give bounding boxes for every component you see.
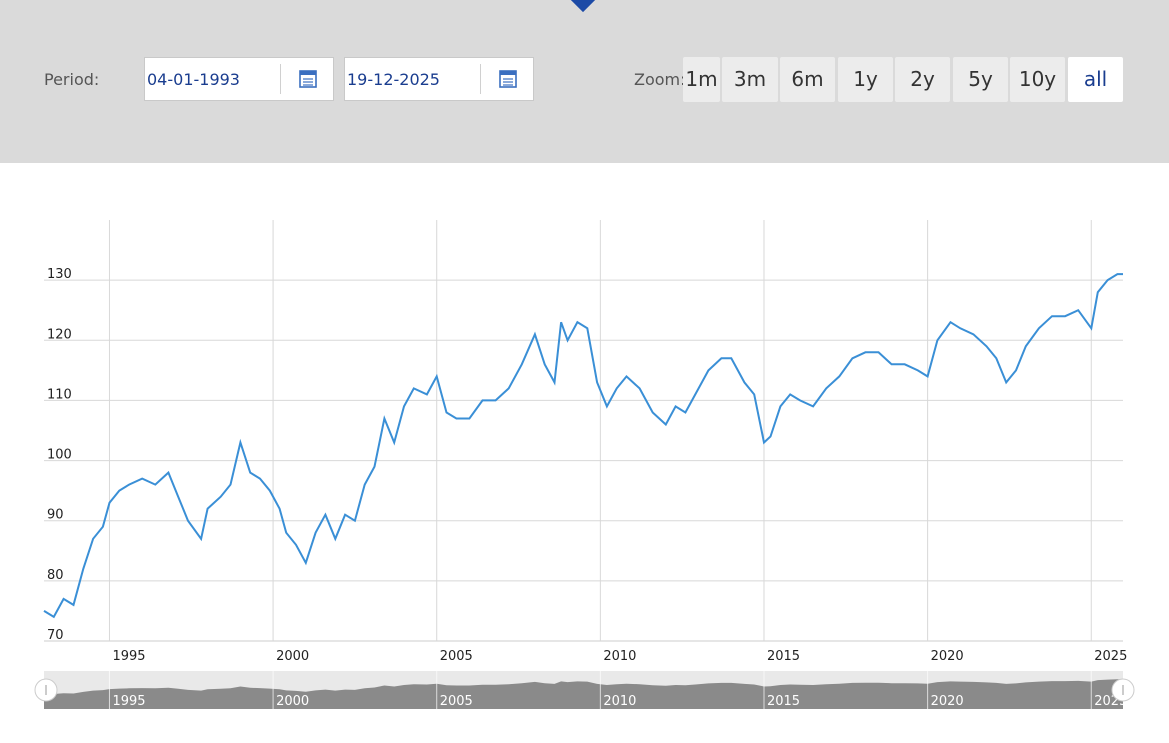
zoom-2y-button[interactable]: 2y bbox=[895, 57, 950, 102]
navigator-area bbox=[44, 679, 1123, 709]
period-toolbar: Period: 04-01-1993 19-12-2025 Zoom: 1m 3… bbox=[0, 0, 1169, 163]
start-date-field[interactable]: 04-01-1993 bbox=[144, 57, 334, 101]
field-separator bbox=[280, 64, 281, 94]
price-chart: 70 80 90 100 110 120 130 1995 2000 2005 2010 2015 2… bbox=[34, 220, 1135, 709]
navigator-tick-label: 1995 bbox=[112, 694, 145, 709]
navigator-tick-label: 2000 bbox=[276, 694, 309, 709]
x-tick-label: 2015 bbox=[767, 649, 800, 664]
y-tick-label: 100 bbox=[47, 448, 72, 463]
y-tick-label: 90 bbox=[47, 508, 64, 523]
x-tick-label: 1995 bbox=[112, 649, 145, 664]
navigator-tick-label: 2020 bbox=[931, 694, 964, 709]
y-tick-label: 120 bbox=[47, 327, 72, 342]
zoom-1m-button[interactable]: 1m bbox=[683, 57, 720, 102]
navigator-tick-label: 2010 bbox=[603, 694, 636, 709]
navigator-tick-label: 2005 bbox=[440, 694, 473, 709]
y-tick-label: 80 bbox=[47, 568, 64, 583]
y-axis: 70 80 90 100 110 120 130 bbox=[47, 267, 72, 643]
navigator-tick-label: 2015 bbox=[767, 694, 800, 709]
zoom-6m-button[interactable]: 6m bbox=[780, 57, 835, 102]
navigator[interactable]: 1995 2000 2005 2010 2015 2020 2025 bbox=[34, 671, 1135, 709]
x-tick-label: 2005 bbox=[440, 649, 473, 664]
zoom-1y-button[interactable]: 1y bbox=[838, 57, 893, 102]
calendar-icon[interactable] bbox=[299, 69, 317, 88]
period-label: Period: bbox=[44, 70, 100, 89]
zoom-5y-button[interactable]: 5y bbox=[953, 57, 1008, 102]
zoom-3m-button[interactable]: 3m bbox=[722, 57, 778, 102]
x-tick-label: 2010 bbox=[603, 649, 636, 664]
chart-grid bbox=[44, 220, 1123, 642]
y-tick-label: 110 bbox=[47, 387, 72, 402]
x-tick-label: 2000 bbox=[276, 649, 309, 664]
navigator-grid bbox=[108, 671, 1092, 709]
start-date-value[interactable]: 04-01-1993 bbox=[147, 70, 240, 89]
zoom-label: Zoom: bbox=[634, 70, 686, 89]
x-tick-label: 2020 bbox=[931, 649, 964, 664]
calendar-icon[interactable] bbox=[499, 69, 517, 88]
y-tick-label: 130 bbox=[47, 267, 72, 282]
y-tick-label: 70 bbox=[47, 628, 64, 643]
x-tick-label: 2025 bbox=[1094, 649, 1127, 664]
end-date-field[interactable]: 19-12-2025 bbox=[344, 57, 534, 101]
panel-pointer bbox=[568, 0, 598, 13]
end-date-value[interactable]: 19-12-2025 bbox=[347, 70, 440, 89]
field-separator bbox=[480, 64, 481, 94]
x-axis: 1995 2000 2005 2010 2015 2020 2025 bbox=[112, 649, 1127, 664]
zoom-all-button[interactable]: all bbox=[1068, 57, 1123, 102]
series-line bbox=[43, 273, 1123, 619]
zoom-10y-button[interactable]: 10y bbox=[1010, 57, 1065, 102]
